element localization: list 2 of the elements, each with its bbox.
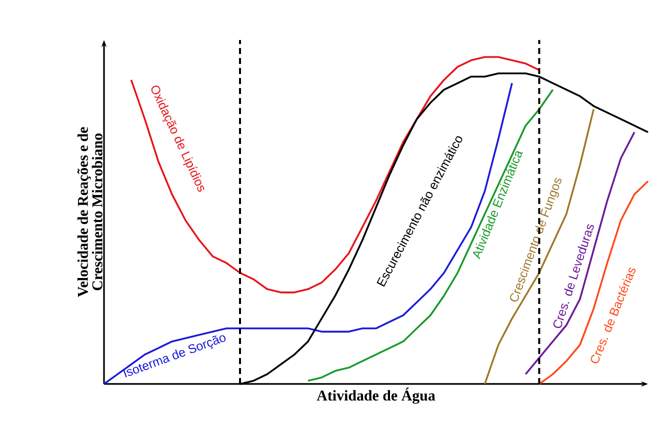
x-axis-title: Atividade de Água bbox=[316, 388, 436, 404]
y-axis-title: Velocidade de Reações e de Crescimento Microbiano bbox=[77, 127, 102, 298]
